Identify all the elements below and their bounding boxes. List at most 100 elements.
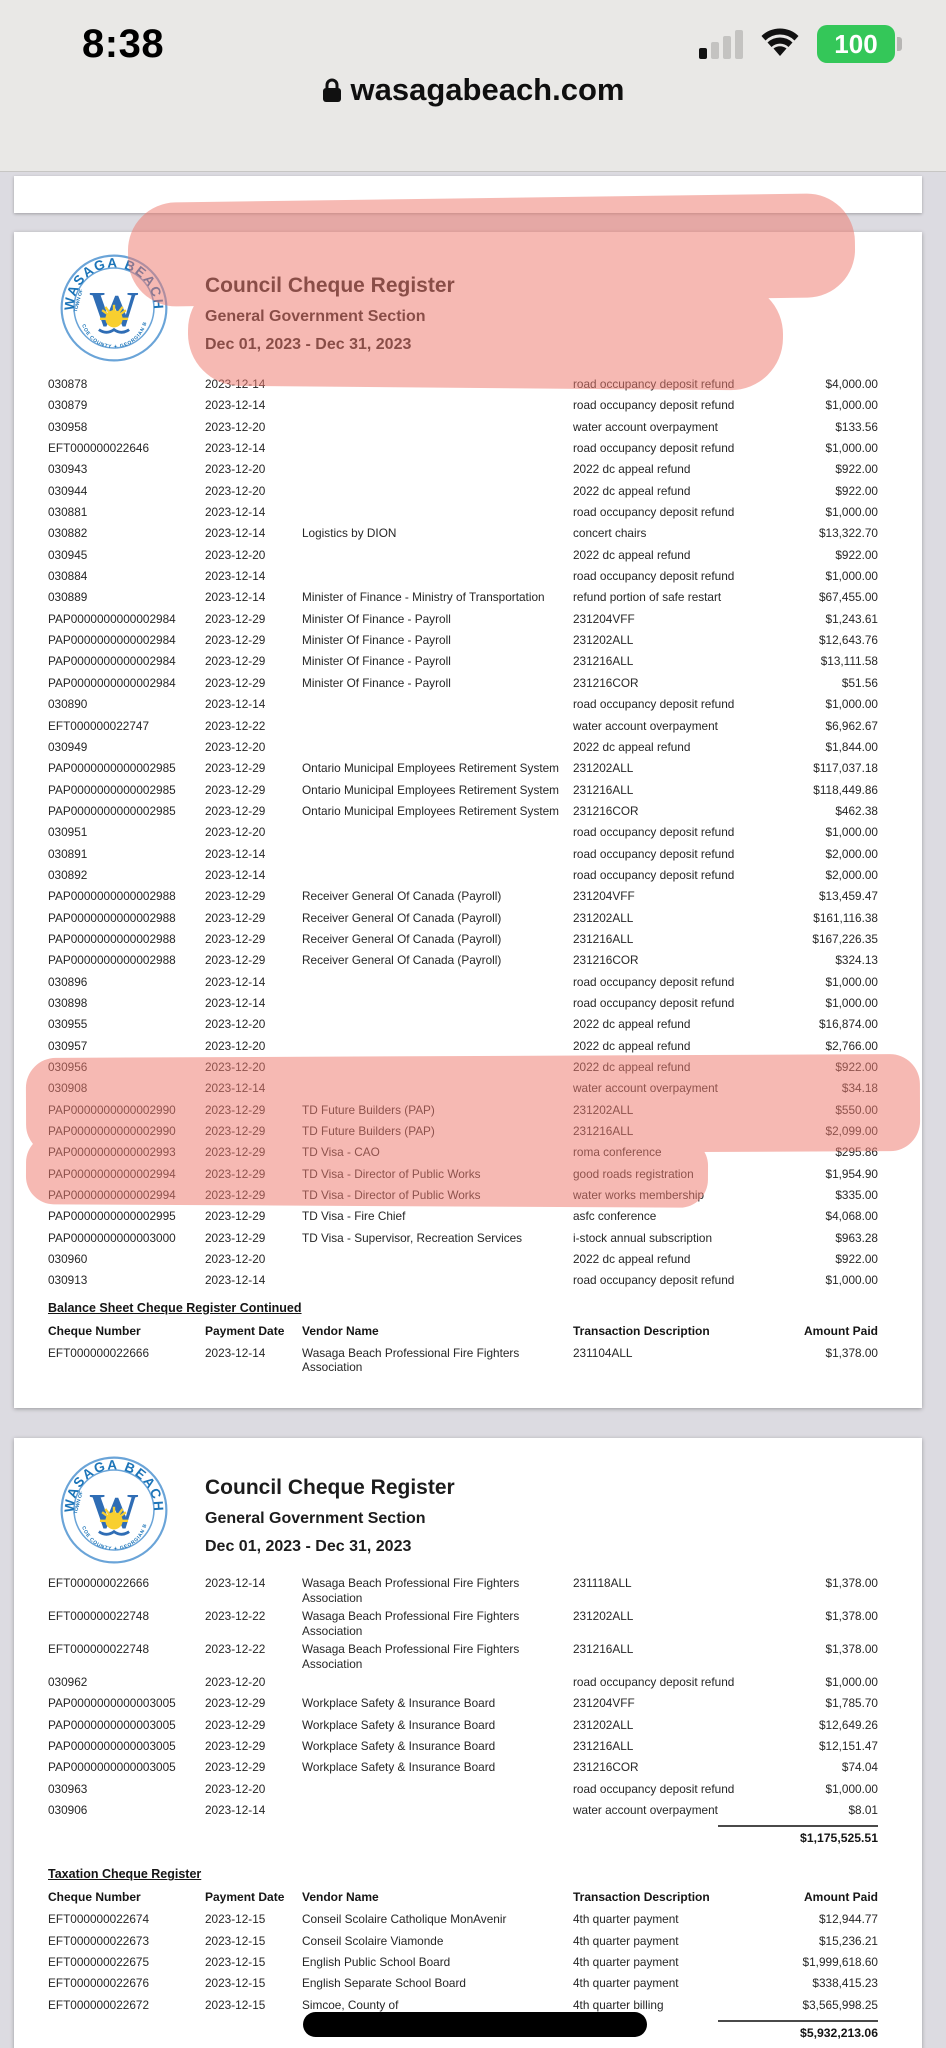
cell-cheque-number: EFT000000022674: [48, 1912, 150, 1927]
col-header-amount: Amount Paid: [804, 1890, 878, 1905]
table-row: PAP0000000000002984 2023-12-29 Minister Of…: [14, 672, 922, 693]
cell-cheque-number: 030908: [48, 1081, 88, 1096]
cell-amount-paid: $1,378.00: [825, 1345, 878, 1360]
cell-amount-paid: $117,037.18: [813, 761, 878, 776]
cell-payment-date: 2023-12-20: [205, 739, 266, 754]
cell-cheque-number: 030878: [48, 377, 88, 391]
cell-payment-date: 2023-12-29: [205, 1145, 266, 1160]
cell-cheque-number: EFT000000022666: [48, 1576, 150, 1590]
cell-cheque-number: 030957: [48, 1038, 88, 1053]
cell-payment-date: 2023-12-29: [205, 761, 266, 776]
cell-transaction-description: 4th quarter payment: [573, 1955, 679, 1970]
cell-transaction-description: road occupancy deposit refund: [573, 441, 735, 456]
cell-payment-date: 2023-12-14: [205, 1345, 266, 1360]
pdf-page-1[interactable]: WASAGA BEACH SIMCOE COUNTY ✦ GEORGIAN BA…: [14, 232, 922, 1408]
cell-cheque-number: 030960: [48, 1252, 88, 1267]
cell-amount-paid: $74.04: [841, 1760, 878, 1775]
cell-payment-date: 2023-12-20: [205, 1675, 266, 1689]
table-row: 030913 2023-12-14 road occupancy deposit r…: [14, 1269, 922, 1290]
cell-transaction-description: water account overpayment: [573, 1081, 718, 1096]
url-domain[interactable]: wasagabeach.com: [350, 72, 625, 107]
battery-nub: [897, 37, 902, 51]
cell-payment-date: 2023-12-14: [205, 569, 266, 584]
col-header-vendor: Vendor Name: [302, 1323, 379, 1338]
cell-amount-paid: $13,322.70: [818, 526, 878, 541]
table-row: PAP0000000000002995 2023-12-29 TD Visa - F…: [14, 1205, 922, 1226]
cell-amount-paid: $1,000.00: [825, 995, 878, 1010]
cell-transaction-description: 231216ALL: [573, 931, 634, 946]
cell-amount-paid: $1,000.00: [825, 825, 878, 840]
cell-transaction-description: road occupancy deposit refund: [573, 505, 735, 520]
cell-cheque-number: 030945: [48, 547, 88, 562]
table-row: 030945 2023-12-20 2022 dc appeal refund $92…: [14, 544, 922, 565]
cell-payment-date: 2023-12-29: [205, 782, 266, 797]
cell-amount-paid: $13,111.58: [820, 654, 878, 669]
table-row: PAP0000000000003005 2023-12-29 Workplace S…: [14, 1735, 922, 1756]
cell-amount-paid: $1,000.00: [825, 441, 878, 456]
cell-payment-date: 2023-12-14: [205, 377, 266, 391]
cell-cheque-number: PAP0000000000003005: [48, 1739, 176, 1754]
table-row: EFT000000022674 2023-12-15 Conseil Scolair…: [14, 1908, 922, 1929]
cell-transaction-description: road occupancy deposit refund: [573, 995, 735, 1010]
cell-vendor-name: Wasaga Beach Professional Fire Fighters …: [302, 1642, 520, 1671]
table-row: PAP0000000000002988 2023-12-29 Receiver Ge…: [14, 885, 922, 906]
battery-icon: 100: [817, 25, 902, 63]
cell-payment-date: 2023-12-29: [205, 654, 266, 669]
cell-transaction-description: 231202ALL: [573, 761, 634, 776]
cell-cheque-number: 030943: [48, 462, 88, 477]
cell-transaction-description: 231204VFF: [573, 1696, 635, 1711]
cell-payment-date: 2023-12-29: [205, 633, 266, 648]
logo-waves: [98, 327, 130, 334]
cell-payment-date: 2023-12-22: [205, 718, 266, 733]
table-row: 030898 2023-12-14 road occupancy deposit r…: [14, 992, 922, 1013]
cell-transaction-description: 231216ALL: [573, 782, 634, 797]
cell-amount-paid: $1,378.00: [825, 1642, 878, 1656]
cell-cheque-number: 030892: [48, 867, 88, 882]
col-header-date: Payment Date: [205, 1890, 285, 1905]
cell-payment-date: 2023-12-20: [205, 1017, 266, 1032]
cell-cheque-number: PAP0000000000002985: [48, 803, 176, 818]
cell-vendor-name: Minister Of Finance - Payroll: [302, 675, 451, 690]
cell-payment-date: 2023-12-20: [205, 825, 266, 840]
document-titles: Council Cheque Register General Governme…: [205, 1476, 455, 1556]
url-bar[interactable]: wasagabeach.com: [0, 72, 946, 108]
cell-payment-date: 2023-12-29: [205, 611, 266, 626]
table-row: PAP0000000000002988 2023-12-29 Receiver Ge…: [14, 928, 922, 949]
cell-cheque-number: PAP0000000000002995: [48, 1209, 176, 1224]
taxation-section: Taxation Cheque Register Cheque Number P…: [14, 1867, 922, 2040]
table-row: 030906 2023-12-14 water account overpaymen…: [14, 1799, 922, 1820]
table-row: 030951 2023-12-20 road occupancy deposit r…: [14, 821, 922, 842]
cell-payment-date: 2023-12-22: [205, 1609, 266, 1623]
table-row: PAP0000000000002990 2023-12-29 TD Future B…: [14, 1120, 922, 1141]
cell-transaction-description: 231118ALL: [573, 1576, 632, 1590]
cell-vendor-name: Wasaga Beach Professional Fire Fighters …: [302, 1609, 520, 1638]
cell-transaction-description: 231216COR: [573, 675, 639, 690]
pdf-page-2[interactable]: WASAGA BEACH SIMCOE COUNTY ✦ GEORGIAN BA…: [14, 1438, 922, 2048]
table-row: PAP0000000000002985 2023-12-29 Ontario Mun…: [14, 800, 922, 821]
table-row: 030949 2023-12-20 2022 dc appeal refund $1,…: [14, 736, 922, 757]
cell-payment-date: 2023-12-29: [205, 931, 266, 946]
cell-cheque-number: PAP0000000000002988: [48, 931, 176, 946]
cell-payment-date: 2023-12-20: [205, 462, 266, 477]
cell-transaction-description: road occupancy deposit refund: [573, 974, 735, 989]
home-indicator[interactable]: [303, 2012, 647, 2037]
cell-amount-paid: $922.00: [835, 462, 878, 477]
cell-cheque-number: PAP0000000000003000: [48, 1230, 176, 1245]
cell-transaction-description: 231216ALL: [573, 654, 634, 669]
cell-payment-date: 2023-12-20: [205, 547, 266, 562]
cell-payment-date: 2023-12-29: [205, 1717, 266, 1732]
cell-cheque-number: PAP0000000000002984: [48, 633, 176, 648]
cell-amount-paid: $16,874.00: [818, 1017, 878, 1032]
cell-cheque-number: 030951: [48, 825, 88, 840]
cell-payment-date: 2023-12-29: [205, 910, 266, 925]
cell-cheque-number: PAP0000000000002988: [48, 889, 176, 904]
table-row: 030884 2023-12-14 road occupancy deposit r…: [14, 565, 922, 586]
cell-cheque-number: 030944: [48, 483, 88, 498]
cell-transaction-description: water account overpayment: [573, 419, 718, 434]
cell-payment-date: 2023-12-20: [205, 1781, 266, 1796]
cell-transaction-description: 231202ALL: [573, 1102, 634, 1117]
table-row: PAP0000000000003000 2023-12-29 TD Visa - S…: [14, 1227, 922, 1248]
cell-transaction-description: i-stock annual subscription: [573, 1230, 713, 1245]
table-row: PAP0000000000003005 2023-12-29 Workplace S…: [14, 1756, 922, 1777]
cell-transaction-description: 231104ALL: [573, 1345, 633, 1360]
